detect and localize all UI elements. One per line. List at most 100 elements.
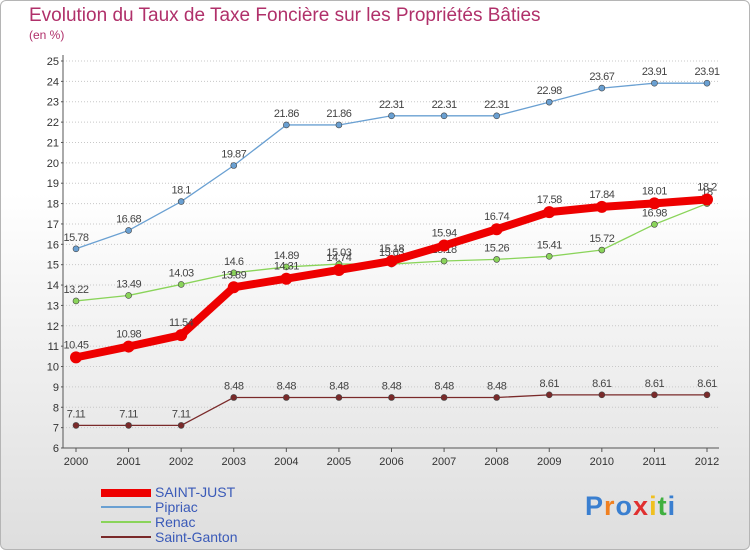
data-point-saint-ganton bbox=[72, 422, 80, 429]
data-label-pipriac: 19.87 bbox=[221, 148, 246, 160]
legend-swatch-saint-ganton bbox=[101, 536, 151, 538]
data-label-saint-ganton: 7.11 bbox=[119, 408, 138, 420]
data-point-saint-just bbox=[648, 197, 661, 210]
data-point-saint-just bbox=[595, 200, 608, 213]
data-point-renac bbox=[177, 281, 185, 288]
data-point-saint-ganton bbox=[125, 422, 132, 429]
data-label-saint-ganton: 7.11 bbox=[172, 408, 191, 420]
data-label-saint-just: 10.98 bbox=[116, 329, 141, 341]
y-tick-label: 10 bbox=[47, 362, 59, 374]
y-tick-label: 14 bbox=[47, 280, 59, 292]
data-label-pipriac: 15.78 bbox=[63, 232, 88, 244]
data-label-saint-just: 15.18 bbox=[379, 243, 404, 255]
legend-item-pipriac: Pipriac bbox=[101, 499, 301, 516]
data-label-saint-ganton: 8.61 bbox=[592, 378, 612, 390]
y-tick-label: 11 bbox=[48, 341, 59, 353]
data-label-saint-ganton: 8.48 bbox=[329, 380, 349, 392]
data-label-renac: 13.49 bbox=[116, 278, 141, 290]
data-label-saint-ganton: 8.61 bbox=[540, 378, 560, 390]
line-chart: 6 7 8 9 10 11 12 13 14 15 16 17 18 19 20 21 22 23 24 25 2000… bbox=[47, 55, 720, 468]
logo-letter: r bbox=[604, 491, 616, 521]
data-point-saint-ganton bbox=[651, 391, 658, 399]
data-point-saint-just bbox=[438, 239, 451, 252]
legend-swatch-pipriac bbox=[101, 506, 151, 508]
x-tick-label: 2001 bbox=[116, 456, 140, 468]
data-label-saint-just: 14.74 bbox=[326, 252, 351, 264]
x-tick-label: 2011 bbox=[643, 456, 667, 468]
data-point-saint-just bbox=[701, 193, 713, 206]
data-point-pipriac bbox=[177, 198, 185, 205]
data-point-pipriac bbox=[230, 162, 238, 169]
chart-subtitle: (en %) bbox=[29, 28, 65, 42]
data-label-saint-just: 11.54 bbox=[169, 317, 194, 329]
data-point-pipriac bbox=[440, 112, 448, 120]
data-label-saint-just: 10.45 bbox=[63, 339, 88, 351]
data-point-saint-just bbox=[122, 340, 135, 353]
data-label-renac: 14.89 bbox=[274, 250, 299, 262]
legend-label-pipriac: Pipriac bbox=[155, 499, 198, 515]
data-point-pipriac bbox=[545, 98, 553, 106]
data-label-pipriac: 21.86 bbox=[326, 108, 351, 120]
y-tick-label: 22 bbox=[47, 117, 59, 129]
y-tick-label: 6 bbox=[53, 443, 59, 455]
proxiti-logo: Proxiti bbox=[585, 491, 676, 522]
x-tick-label: 2004 bbox=[274, 456, 298, 468]
x-tick-label: 2006 bbox=[379, 456, 403, 468]
y-tick-label: 24 bbox=[47, 76, 59, 88]
legend-label-saint-ganton: Saint-Ganton bbox=[155, 529, 238, 545]
x-tick-label: 2000 bbox=[64, 456, 88, 468]
data-label-renac: 16.98 bbox=[642, 207, 667, 219]
data-point-saint-just bbox=[70, 351, 82, 364]
data-point-saint-just bbox=[227, 281, 240, 294]
x-tick-label: 2009 bbox=[537, 456, 561, 468]
data-label-renac: 14.6 bbox=[224, 256, 244, 268]
logo-letter: i bbox=[649, 491, 658, 521]
data-label-saint-just: 16.74 bbox=[484, 211, 509, 223]
data-point-renac bbox=[283, 263, 290, 271]
y-tick-label: 7 bbox=[53, 423, 59, 435]
y-tick-label: 19 bbox=[47, 178, 59, 190]
data-label-pipriac: 23.91 bbox=[642, 66, 667, 78]
y-tick-label: 12 bbox=[47, 321, 59, 333]
x-tick-label: 2007 bbox=[432, 456, 456, 468]
x-tick-label: 2003 bbox=[222, 456, 246, 468]
data-point-saint-ganton bbox=[703, 391, 711, 399]
x-tick-label: 2005 bbox=[327, 456, 351, 468]
y-tick-label: 15 bbox=[47, 260, 59, 272]
data-point-saint-just bbox=[543, 206, 556, 219]
chart-title: Evolution du Taux de Taxe Foncière sur l… bbox=[29, 5, 541, 26]
data-point-renac bbox=[440, 257, 448, 265]
logo-letter: t bbox=[657, 491, 668, 521]
y-tick-label: 16 bbox=[47, 239, 59, 251]
x-tick-label: 2012 bbox=[695, 456, 719, 468]
logo-letter: x bbox=[633, 491, 650, 521]
data-point-renac bbox=[493, 256, 500, 263]
data-point-renac bbox=[72, 297, 80, 305]
data-point-pipriac bbox=[283, 121, 290, 129]
x-tick-label: 2010 bbox=[590, 456, 614, 468]
data-label-renac: 13.22 bbox=[63, 284, 88, 296]
data-label-saint-ganton: 8.48 bbox=[277, 380, 297, 392]
data-label-saint-just: 14.31 bbox=[274, 261, 299, 273]
data-label-saint-ganton: 8.61 bbox=[645, 378, 665, 390]
data-point-saint-just bbox=[175, 329, 188, 342]
data-label-pipriac: 22.31 bbox=[484, 99, 509, 111]
legend-swatch-renac bbox=[101, 521, 151, 523]
data-label-pipriac: 22.31 bbox=[379, 99, 404, 111]
y-tick-label: 18 bbox=[47, 199, 59, 211]
data-point-saint-just bbox=[490, 223, 503, 236]
data-label-saint-just: 15.94 bbox=[432, 228, 457, 240]
data-label-saint-ganton: 8.48 bbox=[382, 380, 402, 392]
y-tick-label: 25 bbox=[47, 56, 59, 68]
data-label-renac: 15.26 bbox=[484, 242, 509, 254]
data-label-pipriac: 23.67 bbox=[589, 71, 614, 83]
data-label-renac: 15.72 bbox=[589, 233, 614, 245]
y-tick-label: 20 bbox=[47, 158, 59, 170]
data-point-saint-ganton bbox=[177, 422, 185, 429]
data-label-pipriac: 23.91 bbox=[694, 66, 719, 78]
data-label-saint-ganton: 8.48 bbox=[224, 380, 244, 392]
data-point-saint-ganton bbox=[230, 394, 238, 401]
data-point-pipriac bbox=[703, 79, 711, 87]
data-point-pipriac bbox=[651, 79, 658, 87]
data-point-renac bbox=[651, 221, 658, 228]
